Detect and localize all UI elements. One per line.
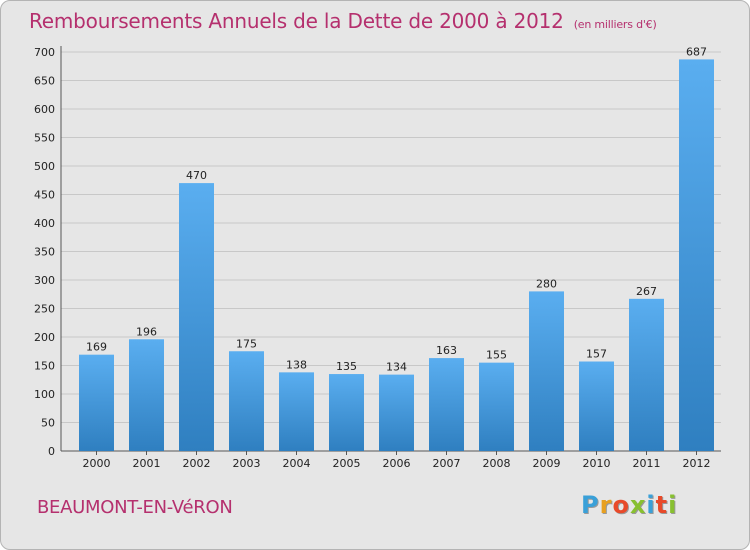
proxiti-logo: Proxiti — [581, 491, 677, 519]
x-tick-label-2002: 2002 — [183, 457, 211, 470]
bar-2003 — [229, 351, 264, 451]
city-name: BEAUMONT-EN-VéRON — [37, 497, 233, 518]
y-tick-label: 500 — [34, 160, 55, 173]
data-label-2008: 155 — [486, 349, 507, 362]
y-tick-label: 0 — [48, 445, 55, 458]
x-tick-label-2000: 2000 — [83, 457, 111, 470]
y-tick-label: 400 — [34, 217, 55, 230]
data-label-2011: 267 — [636, 285, 657, 298]
logo-letter: x — [629, 491, 647, 519]
bar-2009 — [529, 291, 564, 451]
y-tick-label: 350 — [34, 246, 55, 259]
bar-2012 — [679, 59, 714, 451]
bar-2005 — [329, 374, 364, 451]
y-tick-label: 300 — [34, 274, 55, 287]
data-label-2010: 157 — [586, 348, 607, 361]
logo-letter: P — [581, 491, 600, 519]
data-label-2006: 134 — [386, 361, 407, 374]
x-tick-label-2004: 2004 — [283, 457, 311, 470]
x-tick-label-2011: 2011 — [633, 457, 661, 470]
bar-2007 — [429, 358, 464, 451]
data-label-2004: 138 — [286, 358, 307, 371]
chart-title: Remboursements Annuels de la Dette de 20… — [29, 9, 657, 33]
bar-2004 — [279, 372, 314, 451]
logo-letter: o — [612, 491, 630, 519]
y-tick-label: 250 — [34, 303, 55, 316]
x-tick-label-2012: 2012 — [683, 457, 711, 470]
x-tick-label-2009: 2009 — [533, 457, 561, 470]
x-tick-label-2005: 2005 — [333, 457, 361, 470]
logo-letter: i — [668, 491, 678, 519]
y-tick-label: 150 — [34, 360, 55, 373]
y-tick-label: 550 — [34, 132, 55, 145]
bar-2000 — [79, 354, 114, 451]
chart-subtitle: (en milliers d'€) — [573, 18, 657, 31]
x-tick-label-2003: 2003 — [233, 457, 261, 470]
y-tick-label: 600 — [34, 103, 55, 116]
data-label-2012: 687 — [686, 45, 707, 58]
y-tick-label: 650 — [34, 75, 55, 88]
data-label-2002: 470 — [186, 169, 207, 182]
data-label-2001: 196 — [136, 325, 157, 338]
data-label-2009: 280 — [536, 277, 557, 290]
x-tick-label-2001: 2001 — [133, 457, 161, 470]
y-tick-label: 200 — [34, 331, 55, 344]
data-label-2000: 169 — [86, 341, 107, 354]
x-tick-label-2006: 2006 — [383, 457, 411, 470]
x-tick-label-2010: 2010 — [583, 457, 611, 470]
logo-letter: r — [599, 491, 613, 519]
bar-2010 — [579, 361, 614, 451]
data-label-2003: 175 — [236, 337, 257, 350]
bar-2002 — [179, 183, 214, 451]
bar-2006 — [379, 374, 414, 451]
bar-2011 — [629, 298, 664, 451]
logo-letter: i — [646, 491, 656, 519]
y-tick-label: 50 — [41, 417, 55, 430]
bar-2008 — [479, 362, 514, 451]
y-tick-label: 700 — [34, 46, 55, 59]
data-label-2007: 163 — [436, 344, 457, 357]
bar-2001 — [129, 339, 164, 451]
x-tick-label-2007: 2007 — [433, 457, 461, 470]
y-tick-label: 100 — [34, 388, 55, 401]
x-tick-label-2008: 2008 — [483, 457, 511, 470]
logo-letter: t — [655, 491, 669, 519]
y-tick-label: 450 — [34, 189, 55, 202]
data-label-2005: 135 — [336, 360, 357, 373]
